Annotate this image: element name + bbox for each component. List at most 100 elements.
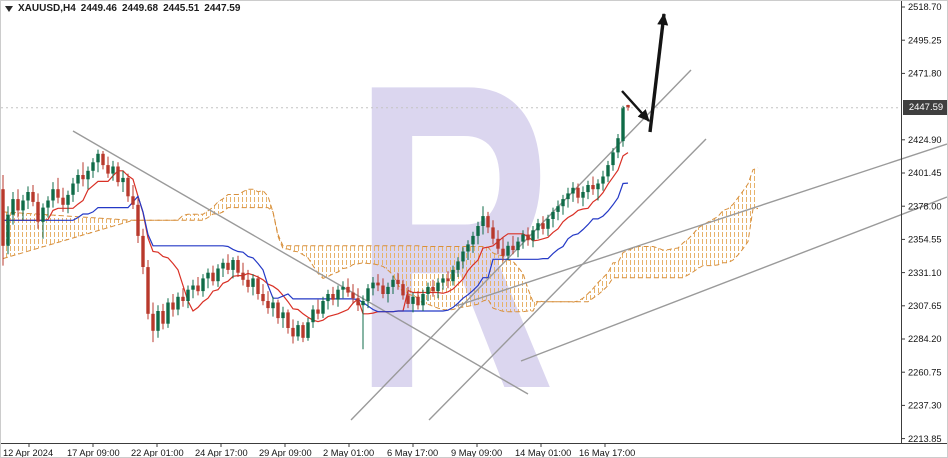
ohlc-close-value: 2447.59: [204, 3, 241, 14]
candle: [551, 207, 555, 228]
candle: [341, 281, 345, 299]
candle: [431, 279, 435, 297]
price-tick-label: 2424.90: [908, 135, 942, 145]
candle: [336, 285, 340, 307]
candle: [96, 149, 100, 173]
candle: [386, 282, 390, 303]
candle: [196, 277, 200, 296]
candle: [576, 183, 580, 204]
candle: [396, 272, 400, 290]
candle: [486, 211, 490, 234]
trendline[interactable]: [455, 143, 947, 307]
candle: [21, 194, 25, 221]
current-price-tag: 2447.59: [903, 100, 947, 115]
price-tick-label: 2260.75: [908, 367, 942, 377]
candle: [591, 176, 595, 195]
ohlc-header: XAUUSD,H4 2449.46 2449.68 2445.51 2447.5…: [5, 3, 240, 14]
candle: [521, 230, 525, 249]
candle: [11, 192, 15, 225]
candle: [546, 214, 550, 236]
kijun-sen-line: [3, 182, 629, 313]
candle: [351, 284, 355, 304]
projection-arrows: [621, 13, 669, 133]
time-tick-label: 2 May 01:00: [323, 448, 374, 458]
ohlc-open-value: 2449.46: [80, 3, 117, 14]
candle: [301, 322, 305, 343]
candle: [136, 197, 140, 243]
candle: [501, 237, 505, 262]
candle: [241, 262, 245, 286]
candle: [236, 255, 240, 277]
candle: [381, 278, 385, 299]
candle: [286, 309, 290, 334]
time-tick-label: 16 May 17:00: [579, 448, 635, 458]
candle: [276, 299, 280, 324]
time-tick-label: 17 Apr 09:00: [67, 448, 120, 458]
time-tick-label: 14 May 01:00: [515, 448, 571, 458]
candle: [41, 203, 45, 239]
trendline[interactable]: [520, 196, 947, 362]
candle: [411, 292, 415, 313]
arrow[interactable]: [648, 13, 669, 133]
arrow[interactable]: [621, 90, 650, 122]
candle: [151, 302, 155, 343]
price-tick-label: 2307.65: [908, 301, 942, 311]
price-tick-label: 2518.70: [908, 2, 942, 12]
trendlines: [72, 69, 947, 421]
candle: [561, 194, 565, 215]
ohlc-high-value: 2449.68: [121, 3, 159, 14]
senkou-span-b-line: [2, 207, 759, 303]
price-axis[interactable]: 2518.70 2495.25 2471.80 2424.90 2401.45 2378.…: [901, 1, 942, 444]
candle: [491, 220, 495, 245]
candle: [401, 279, 405, 300]
trendline[interactable]: [428, 138, 707, 421]
candle: [61, 187, 65, 212]
candle: [566, 187, 570, 208]
candle: [31, 185, 35, 207]
candle: [436, 278, 440, 299]
candle: [256, 275, 260, 300]
candle: [131, 185, 135, 209]
candle: [446, 271, 450, 289]
ichimoku-lines: [3, 152, 629, 323]
candle: [361, 295, 365, 350]
time-tick-label: 9 May 09:00: [451, 448, 502, 458]
candle: [616, 134, 620, 159]
candle: [556, 200, 560, 221]
time-axis[interactable]: 12 Apr 2024 17 Apr 09:00 22 Apr 01:00 24 Ap…: [1, 443, 948, 458]
price-tick-label: 2213.85: [908, 434, 942, 444]
candle: [366, 284, 370, 309]
candle: [456, 257, 460, 277]
price-tick-label: 2471.80: [908, 69, 942, 79]
candle: [451, 265, 455, 286]
candle: [321, 296, 325, 318]
time-tick-label: 22 Apr 01:00: [131, 448, 184, 458]
trendline[interactable]: [350, 69, 692, 421]
candle: [581, 186, 585, 207]
candle: [71, 177, 75, 202]
candle: [116, 162, 120, 187]
candle: [406, 286, 410, 309]
candle: [371, 277, 375, 296]
time-tick-label: 6 May 17:00: [387, 448, 438, 458]
candle: [421, 289, 425, 311]
symbol-marker-icon: [5, 5, 13, 12]
senkou-span-a-line: [2, 167, 759, 313]
candle: [121, 170, 125, 192]
candles-layer: [1, 104, 630, 350]
candle: [476, 221, 480, 245]
candle: [416, 291, 420, 310]
candle: [376, 274, 380, 292]
candle: [606, 160, 610, 183]
candle: [271, 296, 275, 317]
candle: [326, 289, 330, 310]
tenkan-sen-line: [3, 152, 629, 323]
ichimoku-cloud: [2, 167, 759, 313]
candle: [571, 182, 575, 202]
trendline[interactable]: [72, 130, 529, 395]
candle: [266, 291, 270, 314]
candle: [126, 173, 130, 202]
price-tick-label: 2284.20: [908, 334, 942, 344]
candle: [6, 206, 10, 255]
